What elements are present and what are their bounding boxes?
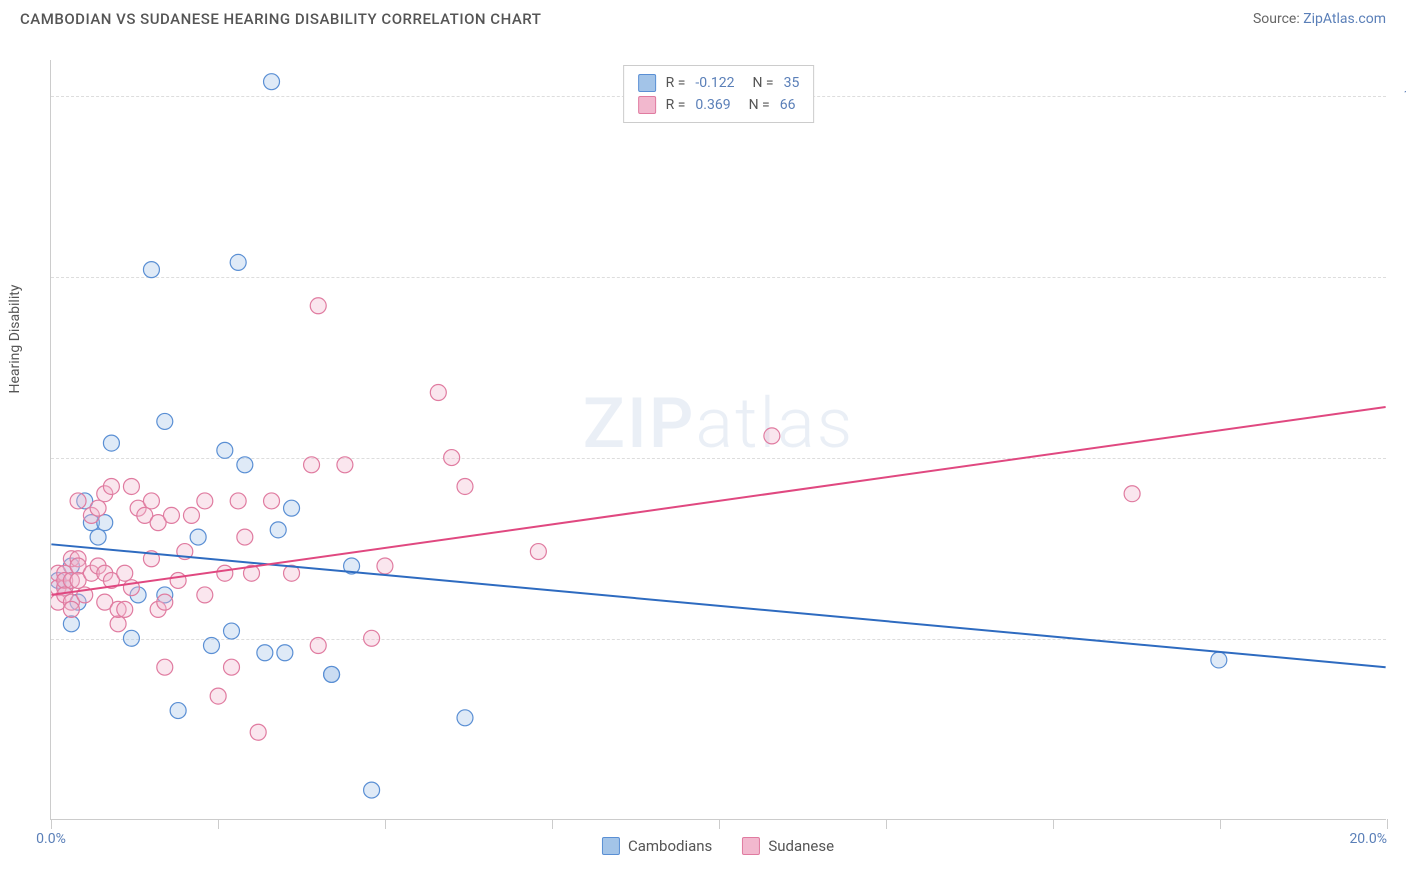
data-point bbox=[197, 587, 213, 603]
data-point bbox=[90, 529, 106, 545]
legend-item-series2: Sudanese bbox=[742, 837, 834, 855]
trend-line bbox=[51, 407, 1385, 595]
data-point bbox=[337, 457, 353, 473]
data-point bbox=[183, 507, 199, 523]
data-point bbox=[237, 529, 253, 545]
data-point bbox=[250, 724, 266, 740]
data-point bbox=[284, 500, 300, 516]
data-point bbox=[230, 254, 246, 270]
data-point bbox=[163, 507, 179, 523]
data-point bbox=[310, 298, 326, 314]
data-point bbox=[257, 645, 273, 661]
x-tick bbox=[1053, 819, 1054, 829]
data-point bbox=[457, 478, 473, 494]
data-point bbox=[224, 659, 240, 675]
x-tick bbox=[51, 819, 52, 829]
data-point bbox=[444, 450, 460, 466]
data-point bbox=[230, 493, 246, 509]
data-point bbox=[117, 565, 133, 581]
data-point bbox=[1211, 652, 1227, 668]
data-point bbox=[123, 630, 139, 646]
data-point bbox=[143, 262, 159, 278]
data-point bbox=[143, 493, 159, 509]
data-point bbox=[264, 493, 280, 509]
data-point bbox=[310, 638, 326, 654]
trend-line bbox=[51, 544, 1385, 667]
chart-container: Hearing Disability ZIPatlas R = -0.122 N… bbox=[50, 60, 1386, 820]
legend-row-series2: R = 0.369 N = 66 bbox=[638, 94, 800, 116]
data-point bbox=[103, 435, 119, 451]
data-point bbox=[70, 493, 86, 509]
data-point bbox=[364, 630, 380, 646]
data-point bbox=[270, 522, 286, 538]
x-tick bbox=[218, 819, 219, 829]
data-point bbox=[103, 478, 119, 494]
data-point bbox=[190, 529, 206, 545]
x-max-label: 20.0% bbox=[1349, 831, 1387, 847]
data-point bbox=[63, 601, 79, 617]
x-min-label: 0.0% bbox=[36, 831, 66, 847]
data-point bbox=[217, 442, 233, 458]
correlation-legend: R = -0.122 N = 35 R = 0.369 N = 66 bbox=[623, 65, 815, 123]
swatch-series1-icon bbox=[602, 837, 620, 855]
data-point bbox=[237, 457, 253, 473]
data-point bbox=[377, 558, 393, 574]
swatch-series2-icon bbox=[742, 837, 760, 855]
data-point bbox=[90, 500, 106, 516]
data-point bbox=[117, 601, 133, 617]
data-point bbox=[324, 666, 340, 682]
swatch-series1 bbox=[638, 74, 656, 92]
data-point bbox=[530, 544, 546, 560]
x-tick bbox=[886, 819, 887, 829]
source-attribution: Source: ZipAtlas.com bbox=[1253, 11, 1386, 27]
source-link[interactable]: ZipAtlas.com bbox=[1303, 11, 1386, 27]
x-tick bbox=[385, 819, 386, 829]
x-tick bbox=[719, 819, 720, 829]
data-point bbox=[457, 710, 473, 726]
data-point bbox=[123, 478, 139, 494]
data-point bbox=[1124, 486, 1140, 502]
x-tick bbox=[1220, 819, 1221, 829]
data-point bbox=[217, 565, 233, 581]
data-point bbox=[277, 645, 293, 661]
data-point bbox=[210, 688, 226, 704]
chart-title: CAMBODIAN VS SUDANESE HEARING DISABILITY… bbox=[20, 10, 541, 28]
y-axis-label: Hearing Disability bbox=[7, 285, 23, 394]
data-point bbox=[364, 782, 380, 798]
data-point bbox=[430, 385, 446, 401]
data-point bbox=[157, 659, 173, 675]
series-legend: Cambodians Sudanese bbox=[602, 837, 834, 855]
data-point bbox=[224, 623, 240, 639]
data-point bbox=[264, 74, 280, 90]
plot-area: ZIPatlas R = -0.122 N = 35 R = 0.369 N =… bbox=[50, 60, 1386, 820]
x-tick bbox=[552, 819, 553, 829]
data-point bbox=[764, 428, 780, 444]
x-tick bbox=[1387, 819, 1388, 829]
scatter-svg bbox=[51, 60, 1386, 819]
data-point bbox=[197, 493, 213, 509]
data-point bbox=[170, 572, 186, 588]
legend-item-series1: Cambodians bbox=[602, 837, 712, 855]
data-point bbox=[170, 703, 186, 719]
data-point bbox=[110, 616, 126, 632]
legend-row-series1: R = -0.122 N = 35 bbox=[638, 72, 800, 94]
data-point bbox=[203, 638, 219, 654]
data-point bbox=[157, 594, 173, 610]
swatch-series2 bbox=[638, 96, 656, 114]
data-point bbox=[304, 457, 320, 473]
data-point bbox=[63, 616, 79, 632]
data-point bbox=[157, 413, 173, 429]
